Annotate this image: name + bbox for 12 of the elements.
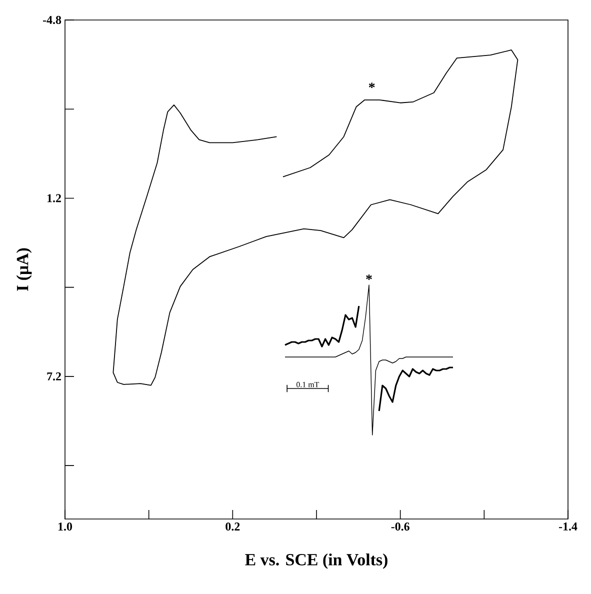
x-tick-label: -1.4: [558, 522, 578, 531]
x-axis-title: E vs. SCE (in Volts): [245, 553, 388, 569]
y-tick-label: 7.2: [47, 372, 61, 380]
x-tick-label: 1.0: [58, 522, 72, 531]
annotation: *: [368, 82, 375, 88]
x-tick-label: -0.6: [391, 522, 410, 531]
y-axis-title: I (μA): [16, 248, 32, 291]
y-tick-label: -4.8: [42, 16, 62, 24]
line-series: [112, 50, 518, 386]
annotation: *: [366, 274, 372, 280]
x-tick-label: 0.2: [226, 522, 240, 531]
y-tick-label: 1.2: [47, 194, 61, 202]
